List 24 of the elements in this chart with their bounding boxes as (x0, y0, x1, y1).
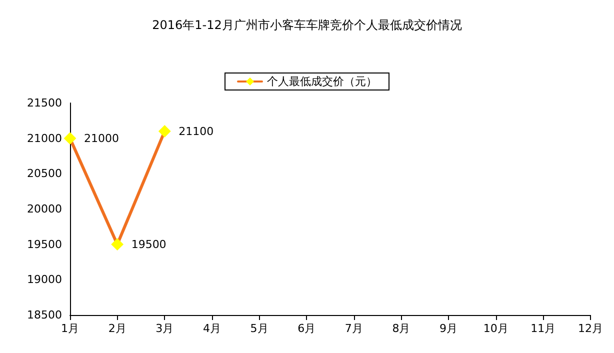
x-tick-label: 3月 (156, 322, 174, 335)
y-tick-label: 19500 (27, 238, 62, 251)
x-tick-label: 7月 (344, 322, 363, 335)
y-tick-label: 20500 (27, 167, 62, 180)
x-tick-label: 4月 (202, 322, 221, 335)
x-tick-label: 6月 (298, 322, 316, 335)
y-tick-label: 21500 (27, 96, 62, 110)
x-tick-label: 10月 (483, 322, 508, 335)
y-tick-label: 19000 (27, 273, 62, 286)
x-tick-label: 8月 (392, 322, 410, 335)
chart-title: 2016年1-12月广州市小客车车牌竞价个人最低成交价情况 (152, 18, 462, 32)
x-tick-label: 2月 (108, 322, 126, 335)
x-tick-label: 12月 (578, 322, 603, 335)
data-label: 21100 (178, 124, 214, 138)
y-tick-label: 18500 (27, 308, 62, 322)
data-label: 21000 (84, 132, 119, 145)
x-tick-label: 11月 (530, 322, 556, 335)
data-label: 19500 (131, 238, 166, 251)
y-tick-label: 21000 (27, 132, 62, 145)
x-tick-label: 1月 (61, 322, 79, 335)
x-tick-label: 9月 (440, 322, 458, 335)
y-tick-label: 20000 (27, 202, 62, 216)
legend-label: 个人最低成交价（元） (267, 75, 377, 88)
x-tick-label: 5月 (250, 322, 268, 335)
